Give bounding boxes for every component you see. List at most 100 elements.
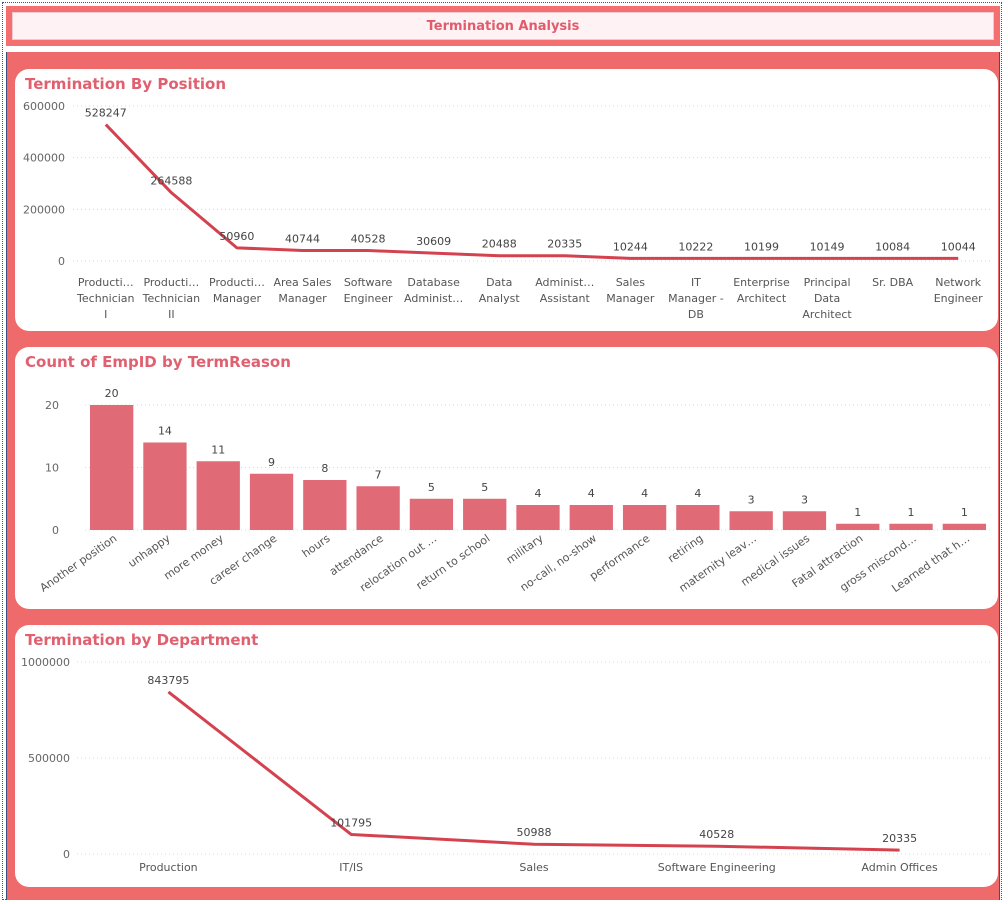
y-tick-label: 600000 <box>23 100 65 113</box>
y-tick-label: 0 <box>63 848 70 861</box>
data-label: 1 <box>854 506 861 519</box>
data-label: 10149 <box>810 240 845 253</box>
series-line <box>167 690 900 852</box>
bar <box>143 442 187 530</box>
x-tick-label: Sales <box>616 276 646 289</box>
y-tick-label: 400000 <box>23 152 65 165</box>
x-tick-label: Producti… <box>78 276 134 289</box>
data-label: 4 <box>535 487 542 500</box>
x-tick-label: Manager - <box>668 292 724 305</box>
x-tick-label: Analyst <box>479 292 521 305</box>
data-label: 4 <box>641 487 648 500</box>
y-tick-label: 0 <box>58 255 65 268</box>
x-tick-label: Architect <box>802 308 852 321</box>
data-label: 1 <box>908 506 915 519</box>
x-tick-label: Engineer <box>934 292 983 305</box>
x-tick-label: Database <box>407 276 460 289</box>
x-tick-label: Sr. DBA <box>872 276 914 289</box>
data-label: 50988 <box>517 826 552 839</box>
x-tick-label: IT <box>691 276 701 289</box>
x-tick-label: Area Sales <box>273 276 331 289</box>
x-tick-label: Producti… <box>143 276 199 289</box>
department-chart-card[interactable]: Termination by Department 0 500000 1000000… <box>15 625 998 887</box>
data-label: 101795 <box>330 816 372 829</box>
y-tick-label: 0 <box>52 524 59 537</box>
data-label: 843795 <box>147 674 189 687</box>
data-label: 264588 <box>150 175 192 188</box>
bar <box>569 505 613 530</box>
data-label: 40744 <box>285 232 320 245</box>
y-tick-label: 1000000 <box>21 656 70 669</box>
title-bar: Termination Analysis <box>6 6 1000 46</box>
data-label: 4 <box>588 487 595 500</box>
position-line-chart[interactable]: 0 200000 400000 600000 528247 264588 50960 4074… <box>15 69 998 331</box>
data-label: 10199 <box>744 240 779 253</box>
data-label: 14 <box>158 425 172 438</box>
x-tick-label: Principal <box>804 276 851 289</box>
bar <box>836 523 880 530</box>
bar <box>676 505 720 530</box>
data-label: 8 <box>321 462 328 475</box>
termreason-chart-card[interactable]: Count of EmpID by TermReason 0 10 20 20 14 11… <box>15 347 998 609</box>
data-label: 528247 <box>85 107 127 120</box>
x-tick-label: Production <box>139 861 198 874</box>
y-tick-label: 10 <box>45 462 59 475</box>
x-tick-label: hours <box>300 532 333 561</box>
x-tick-label: Technician <box>142 292 201 305</box>
data-label: 10222 <box>678 240 713 253</box>
position-chart-card[interactable]: Termination By Position 0 200000 400000 600… <box>15 69 998 331</box>
bar <box>409 498 454 530</box>
x-tick-label: DB <box>688 308 704 321</box>
data-label: 3 <box>748 493 755 506</box>
data-label: 7 <box>375 468 382 481</box>
data-label: 50960 <box>219 230 254 243</box>
x-tick-label: retiring <box>665 532 705 566</box>
bar <box>782 511 827 530</box>
bar <box>196 461 240 530</box>
x-tick-label: Assistant <box>540 292 591 305</box>
x-tick-label: Sales <box>519 861 549 874</box>
x-tick-label: Architect <box>737 292 787 305</box>
x-tick-label: Technician <box>76 292 135 305</box>
data-label: 20335 <box>882 832 917 845</box>
data-label: 20488 <box>482 238 517 251</box>
page-title: Termination Analysis <box>12 12 994 40</box>
bar <box>249 473 294 530</box>
department-line-chart[interactable]: 0 500000 1000000 843795 101795 50988 40528 2033… <box>15 625 998 887</box>
x-tick-label: Engineer <box>344 292 393 305</box>
x-tick-label: Manager <box>606 292 655 305</box>
y-tick-label: 500000 <box>28 752 70 765</box>
bar <box>90 405 134 530</box>
data-label: 20335 <box>547 238 582 251</box>
x-tick-label: Enterprise <box>733 276 790 289</box>
x-tick-label: Manager <box>278 292 327 305</box>
x-tick-label: Data <box>814 292 840 305</box>
data-label: 40528 <box>351 233 386 246</box>
bar <box>729 511 773 530</box>
data-label: 10044 <box>941 240 976 253</box>
data-label: 20 <box>105 387 119 400</box>
bar <box>942 523 986 530</box>
data-label: 30609 <box>416 235 451 248</box>
data-label: 5 <box>428 481 435 494</box>
x-tick-label: Manager <box>213 292 262 305</box>
x-tick-label: Network <box>935 276 982 289</box>
x-tick-label: Administ… <box>535 276 594 289</box>
x-tick-label: IT/IS <box>339 861 363 874</box>
x-tick-label: unhappy <box>126 532 173 571</box>
data-label: 1 <box>961 506 968 519</box>
y-tick-label: 200000 <box>23 203 65 216</box>
data-label: 9 <box>268 456 275 469</box>
bar <box>622 505 667 530</box>
data-label: 10084 <box>875 240 910 253</box>
bar <box>516 505 560 530</box>
y-tick-label: 20 <box>45 399 59 412</box>
x-tick-label: Administ… <box>404 292 463 305</box>
data-label: 5 <box>481 481 488 494</box>
x-tick-label: I <box>104 308 107 321</box>
x-tick-label: Software <box>344 276 393 289</box>
bar <box>356 486 400 530</box>
x-tick-label: II <box>168 308 175 321</box>
data-label: 40528 <box>699 828 734 841</box>
